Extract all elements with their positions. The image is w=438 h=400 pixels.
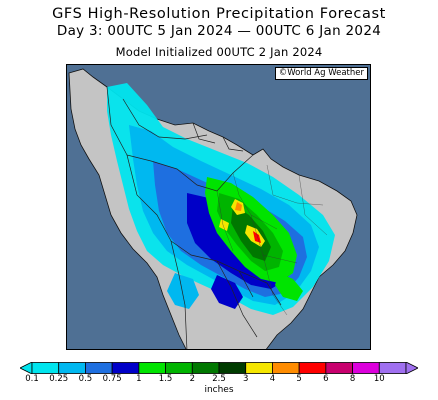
colorbar-tick-label: 0.75 xyxy=(102,374,122,384)
colorbar-segment xyxy=(58,362,86,374)
colorbar-tick-label: 1 xyxy=(136,374,142,384)
colorbar-segment xyxy=(111,362,140,374)
colorbar-segment xyxy=(31,362,60,374)
colorbar-segment xyxy=(245,362,273,374)
country-borders xyxy=(106,86,282,349)
precip-colorbar xyxy=(20,362,418,374)
colorbar-segment xyxy=(272,362,300,374)
precipitation-map: ©World Ag Weather xyxy=(66,64,371,350)
colorbar-segment xyxy=(325,362,353,374)
colorbar-tick-label: 5 xyxy=(296,374,302,384)
colorbar-segment xyxy=(378,362,407,374)
colorbar-segment xyxy=(352,362,380,374)
credit-label: ©World Ag Weather xyxy=(274,67,368,80)
colorbar-segment xyxy=(218,362,247,374)
colorbar-tick-label: 3 xyxy=(242,374,249,384)
colorbar-segment xyxy=(138,362,166,374)
colorbar-tick-label: 2 xyxy=(189,374,195,384)
state-borders xyxy=(216,164,328,316)
colorbar-segment xyxy=(165,362,193,374)
colorbar-tick-label: 2.5 xyxy=(212,374,226,384)
colorbar-segment xyxy=(298,362,327,374)
map-canvas xyxy=(67,65,370,349)
map-title: GFS High-Resolution Precipitation Foreca… xyxy=(52,6,386,22)
forecast-period: Day 3: 00UTC 5 Jan 2024 — 00UTC 6 Jan 20… xyxy=(56,23,382,39)
colorbar-arrow-high xyxy=(405,362,418,374)
colorbar-segment xyxy=(191,362,220,374)
model-init-time: Model Initialized 00UTC 2 Jan 2024 xyxy=(115,45,323,59)
colorbar-tick-label: 10 xyxy=(373,374,385,384)
colorbar-tick-label: 0.25 xyxy=(49,374,69,384)
colorbar-units: inches xyxy=(204,385,234,395)
colorbar-tick-label: 0.5 xyxy=(78,374,93,384)
colorbar-tick-label: 6 xyxy=(323,374,329,384)
colorbar-arrow-low xyxy=(20,362,33,374)
colorbar-tick-label: 4 xyxy=(269,374,276,384)
colorbar-tick-label: 1.5 xyxy=(158,374,173,384)
colorbar-tick-label: 8 xyxy=(349,374,356,384)
colorbar-segment xyxy=(85,362,113,374)
precip-shading xyxy=(107,83,335,315)
colorbar-tick-label: 0.1 xyxy=(25,374,39,384)
